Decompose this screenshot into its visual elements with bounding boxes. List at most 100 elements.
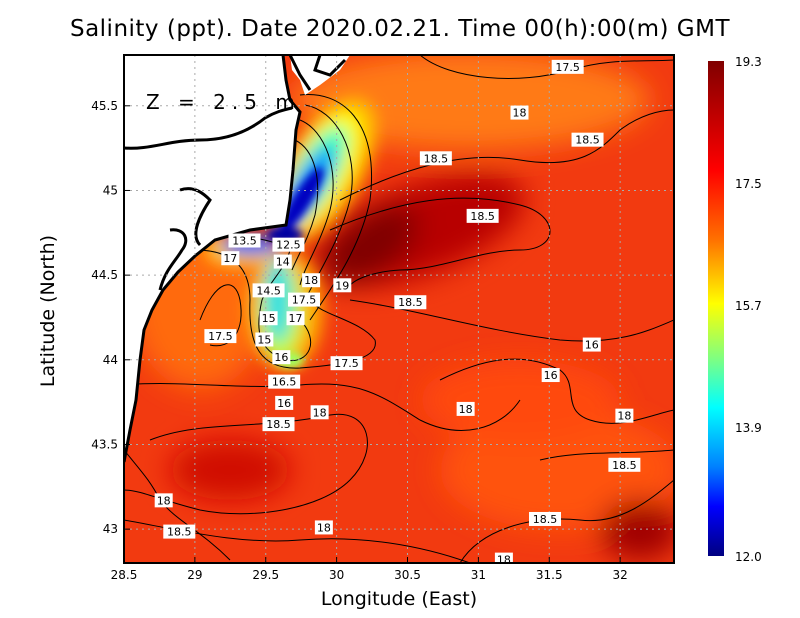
contour-label-text: 18.5 <box>575 134 600 147</box>
contour-label-text: 16 <box>274 351 288 364</box>
contour-label: 18.5 <box>571 132 604 147</box>
y-tick-label: 45.5 <box>91 99 118 113</box>
contour-label-box <box>259 311 278 326</box>
x-tick-label: 30.5 <box>394 568 421 582</box>
y-tick-label: 45 <box>103 183 118 197</box>
contour-label: 14 <box>273 254 292 269</box>
x-tick-label: 31 <box>471 568 486 582</box>
contour-label-text: 18 <box>157 494 171 507</box>
contour-label: 18 <box>154 493 173 508</box>
plot-frame <box>123 54 675 564</box>
contour-label-box <box>228 233 261 248</box>
contour-label-text: 18.5 <box>470 210 495 223</box>
contour-label: 16 <box>582 337 601 352</box>
contour-label-box <box>571 132 604 147</box>
contour-label: 16 <box>272 350 291 365</box>
contour-label-text: 15 <box>262 312 276 325</box>
contour-label: 18 <box>314 520 333 535</box>
contour-label-text: 17 <box>223 252 237 265</box>
contour-label-box <box>268 374 301 389</box>
contour-label-text: 17.5 <box>208 330 233 343</box>
contour-label-box <box>510 105 529 120</box>
contour-label-text: 17 <box>289 312 303 325</box>
contour-label-box <box>273 254 292 269</box>
contour-label-text: 15 <box>257 333 271 346</box>
contour-label: 18.5 <box>529 511 562 526</box>
contour-label-text: 12.5 <box>276 239 301 252</box>
colorbar-tick-label: 17.5 <box>735 177 762 191</box>
x-tick-label: 30 <box>329 568 344 582</box>
contour-label-text: 18 <box>313 406 327 419</box>
colorbar-tick-label: 19.3 <box>735 55 762 69</box>
contour-label: 16 <box>275 395 294 410</box>
contour-label-text: 18 <box>512 107 526 120</box>
contour-label: 14.5 <box>252 283 285 298</box>
contour-label-box <box>333 278 352 293</box>
contour-label-text: 16 <box>277 397 291 410</box>
y-tick-label: 44 <box>103 353 118 367</box>
y-tick-label: 43.5 <box>91 437 118 451</box>
contour-label: 18.5 <box>394 295 427 310</box>
contour-label-text: 16.5 <box>272 376 297 389</box>
colorbar <box>708 61 724 556</box>
contour-label: 17.5 <box>288 292 321 307</box>
contour-label-box <box>394 295 427 310</box>
contour-label-text: 14 <box>276 256 290 269</box>
contour-label-text: 18 <box>497 554 511 567</box>
contour-label-box <box>288 292 321 307</box>
contour-label: 16 <box>541 368 560 383</box>
contour-label: 18 <box>302 273 321 288</box>
y-tick-label: 43 <box>103 522 118 536</box>
contour-label: 18.5 <box>262 417 295 432</box>
contour-label-text: 18.5 <box>612 459 637 472</box>
contour-label-box <box>204 329 237 344</box>
contour-label-box <box>551 59 584 74</box>
contour-labels: 17.5 18 18.5 18.5 18.5 12.5 17 13.5 14 18 17.5 19 18… <box>154 59 641 567</box>
y-tick-label: 44.5 <box>91 268 118 282</box>
contour-label: 18 <box>510 105 529 120</box>
contour-label-box <box>494 552 513 563</box>
contour-label-box <box>252 283 285 298</box>
contour-label-box <box>275 395 294 410</box>
contour-label: 17.5 <box>330 356 363 371</box>
contour-label-text: 18.5 <box>533 513 558 526</box>
contour-label-text: 16 <box>585 339 599 352</box>
contour-label-box <box>541 368 560 383</box>
contour-label-text: 17.5 <box>292 294 317 307</box>
contour-label-text: 13.5 <box>232 235 257 248</box>
contour-label-text: 18.5 <box>424 152 449 165</box>
x-tick-label: 29.5 <box>252 568 279 582</box>
x-tick-label: 28.5 <box>111 568 138 582</box>
y-axis-label: Latitude (North) <box>37 234 59 388</box>
contour-label-box <box>310 405 329 420</box>
contour-label: 17.5 <box>551 59 584 74</box>
colorbar-ticks: 19.3 17.5 15.7 13.9 12.0 <box>735 55 762 564</box>
contour-label-box <box>272 237 305 252</box>
contour-label: 18.5 <box>163 524 196 539</box>
depth-label: Z = 2.5 m <box>146 90 301 114</box>
contour-label-box <box>272 350 291 365</box>
contour-label-text: 19 <box>335 279 349 292</box>
contour-label-box <box>615 408 634 423</box>
contour-label: 15 <box>259 311 278 326</box>
contour-label: 18 <box>456 401 475 416</box>
contour-label-box <box>221 251 240 266</box>
contour-label: 18 <box>615 408 634 423</box>
contour-label-box <box>262 417 295 432</box>
contour-label: 17.5 <box>204 329 237 344</box>
contour-label-text: 18 <box>617 410 631 423</box>
contour-label: 17 <box>286 311 305 326</box>
contour-label-text: 17.5 <box>555 61 580 74</box>
x-tick-label: 32 <box>612 568 627 582</box>
contour-label-box <box>163 524 196 539</box>
contour-label-text: 18.5 <box>167 526 192 539</box>
contour-label-box <box>582 337 601 352</box>
salinity-field: 17.5 18 18.5 18.5 18.5 12.5 17 13.5 14 18 17.5 19 18… <box>124 55 674 567</box>
contour-label-box <box>286 311 305 326</box>
contour-label-text: 14.5 <box>256 284 281 297</box>
contour-label: 18.5 <box>608 457 641 472</box>
contour-label-text: 18 <box>304 274 318 287</box>
contour-label-text: 18.5 <box>266 418 291 431</box>
contour-label-box <box>529 511 562 526</box>
contour-label-text: 18 <box>459 403 473 416</box>
